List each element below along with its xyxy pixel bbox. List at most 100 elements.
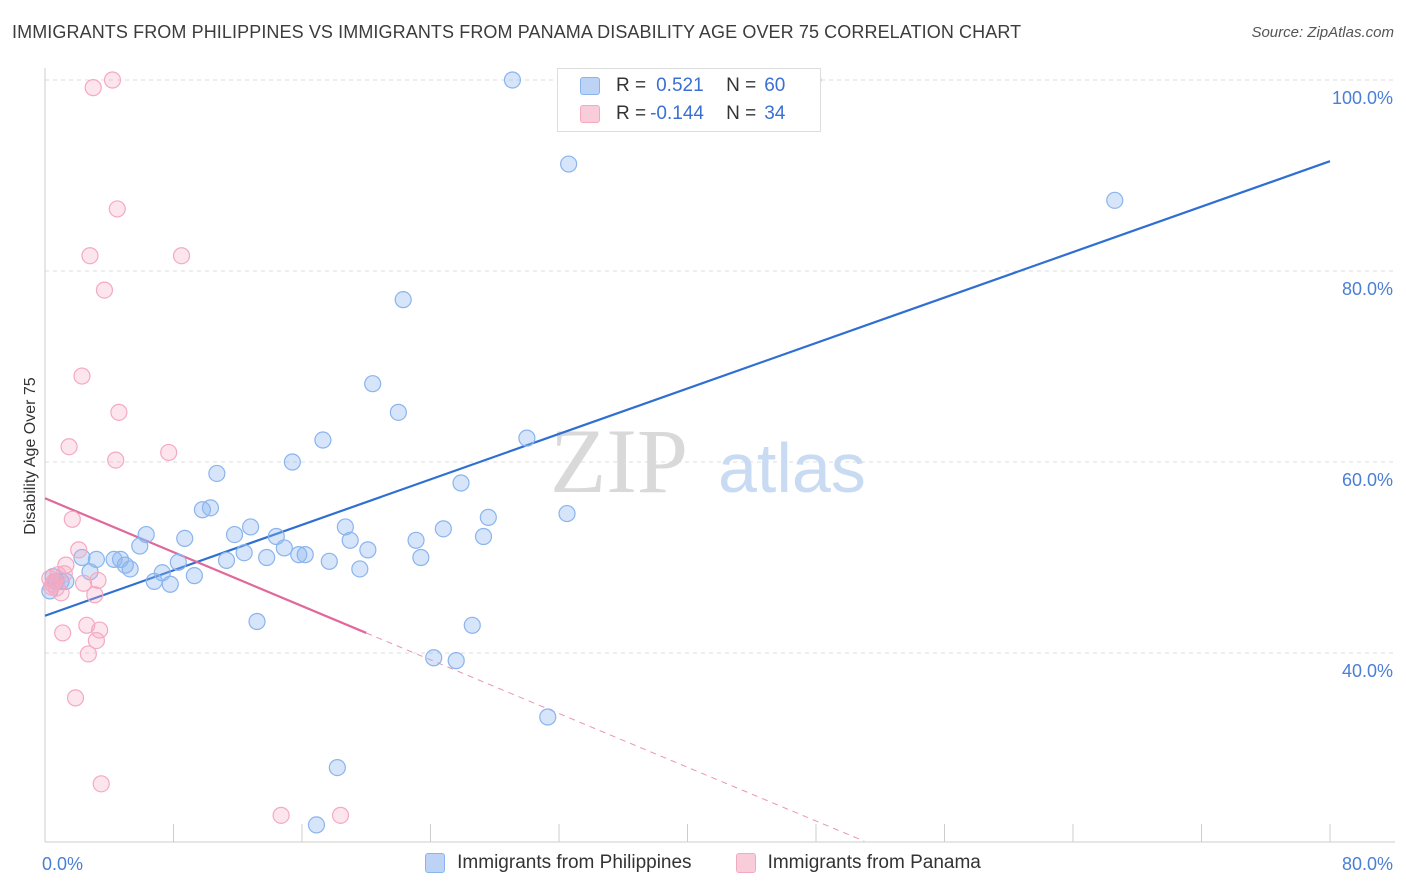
panama-point [160,443,178,462]
legend-item-philippines[interactable]: Immigrants from Philippines [425,852,692,874]
panama-legend-swatch [735,853,756,873]
panama-point [172,247,191,265]
panama-point [78,616,96,634]
philippines-point [283,453,301,471]
panama-point [95,281,114,299]
panama-point [89,571,107,590]
philippines-legend-swatch [425,853,446,873]
philippines-swatch [580,77,600,95]
philippines-point [463,616,481,634]
grid-lines [45,79,1395,654]
philippines-point [296,546,314,564]
philippines-point [394,291,412,309]
panama-point [66,689,85,707]
legend-row-panama: R = -0.144 N = 34 [558,100,785,128]
y-tick-label: 80.0% [1342,279,1393,299]
series-legend: Immigrants from Philippines Immigrants f… [0,852,1406,874]
philippines-point [248,612,266,631]
axes [44,68,1395,843]
legend-label-panama: Immigrants from Panama [767,852,981,873]
philippines-point [479,508,497,526]
legend-row-philippines: R = 0.521 N = 60 [558,72,785,100]
n-label: N = [726,103,757,124]
philippines-point [137,525,155,544]
panama-point [86,586,104,604]
panama-trend-extension [366,632,865,842]
r-label: R = [616,75,647,96]
philippines-point [161,575,179,593]
n-label: N = [726,75,757,96]
philippines-point [217,551,236,569]
r-label: R = [616,103,647,124]
legend-label-philippines: Immigrants from Philippines [457,852,692,873]
panama-point [92,775,110,793]
panama-point [73,367,91,385]
philippines-point [201,499,220,517]
philippines-point [275,539,293,557]
philippines-point [258,548,276,567]
philippines-point [351,560,369,578]
x-tick-label: 0.0% [42,854,83,874]
panama-point [70,541,88,559]
panama-point [63,510,81,528]
philippines-point [412,548,430,567]
philippines-point [87,550,106,569]
philippines-point [208,464,226,483]
y-tick-label: 60.0% [1342,470,1393,490]
philippines-point [320,552,338,570]
watermark-atlas: atlas [718,429,866,507]
philippines-point [328,758,346,777]
panama-point [331,806,350,824]
philippines-point [447,652,465,670]
tick-labels: 40.0% 60.0% 80.0% 100.0% 0.0% 80.0% [42,88,1393,874]
philippines-point [425,649,443,667]
philippines-trend-line [44,160,1331,617]
philippines-point [242,518,260,536]
y-axis-label: Disability Age Over 75 [22,377,39,535]
panama-point [60,438,78,456]
philippines-point [169,553,187,571]
panama-point [272,806,290,824]
philippines-point [185,567,203,585]
correlation-legend: R = 0.521 N = 60 R = -0.144 N = 34 [557,68,821,132]
panama-trend-line [44,497,367,634]
philippines-point [1106,191,1124,209]
panama-point [74,574,93,592]
philippines-point [314,431,332,449]
panama-point [110,403,128,421]
panama-point [57,556,75,574]
trend-lines [44,160,1331,842]
source-label: Source: ZipAtlas.com [1251,24,1394,41]
philippines-point [336,518,354,536]
watermark-zip: ZIP [550,410,688,512]
philippines-point [176,529,194,548]
data-points [41,71,1124,834]
philippines-point [474,527,493,546]
philippines-point [452,474,470,492]
legend-item-panama[interactable]: Immigrants from Panama [735,852,981,874]
philippines-point [503,71,522,89]
r-value: 0.521 [656,75,704,96]
x-tick-label: 80.0% [1342,854,1393,874]
philippines-point [560,155,578,173]
philippines-point [225,525,244,544]
chart-title: IMMIGRANTS FROM PHILIPPINES VS IMMIGRANT… [12,22,1022,42]
y-tick-label: 100.0% [1332,88,1393,108]
n-value: 34 [764,103,786,124]
philippines-point [235,544,253,562]
philippines-point [359,541,377,559]
philippines-point [364,375,382,393]
r-value: -0.144 [650,103,704,124]
panama-point [42,578,61,596]
philippines-point [121,560,139,578]
philippines-point [539,708,557,726]
panama-point [84,79,102,97]
panama-point [108,200,126,218]
panama-point [107,451,125,469]
panama-point [81,247,99,265]
philippines-point [341,531,359,549]
panama-point [79,645,97,663]
philippines-point [518,429,536,447]
philippines-point [558,504,576,523]
